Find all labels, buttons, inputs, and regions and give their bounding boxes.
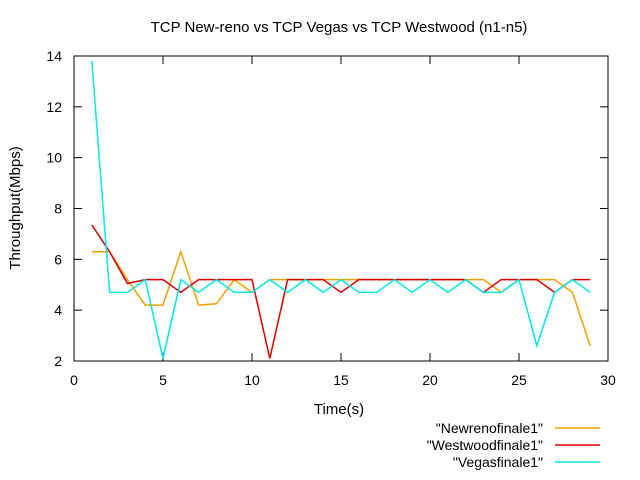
chart-title: TCP New-reno vs TCP Vegas vs TCP Westwoo… <box>151 19 528 36</box>
legend: "Newrenofinale1""Westwoodfinale1""Vegasf… <box>427 420 600 470</box>
y-tick-label: 12 <box>46 99 62 115</box>
legend-label: "Westwoodfinale1" <box>427 437 543 453</box>
y-tick-label: 4 <box>54 302 62 318</box>
y-tick-label: 14 <box>46 48 62 64</box>
y-tick-label: 8 <box>54 201 62 217</box>
x-axis-label: Time(s) <box>314 401 364 418</box>
series-line-1 <box>91 249 591 346</box>
legend-label: "Newrenofinale1" <box>436 420 543 436</box>
x-tick-label: 20 <box>422 372 438 388</box>
series-lines <box>91 61 591 359</box>
series-line-3 <box>91 61 591 359</box>
y-tick-label: 2 <box>54 353 62 369</box>
x-tick-label: 0 <box>70 372 78 388</box>
x-axis: 0 5 10 15 20 25 30 <box>70 56 616 388</box>
x-tick-label: 15 <box>333 372 349 388</box>
x-tick-label: 5 <box>159 372 167 388</box>
legend-label: "Vegasfinale1" <box>453 454 543 470</box>
x-tick-label: 10 <box>244 372 260 388</box>
y-tick-label: 10 <box>46 150 62 166</box>
x-tick-label: 25 <box>511 372 527 388</box>
y-tick-label: 6 <box>54 251 62 267</box>
series-line-2 <box>91 224 591 359</box>
x-tick-label: 30 <box>600 372 616 388</box>
y-axis-label: Throughput(Mbps) <box>7 146 24 269</box>
y-axis: 2 4 6 8 10 12 14 <box>46 48 608 369</box>
